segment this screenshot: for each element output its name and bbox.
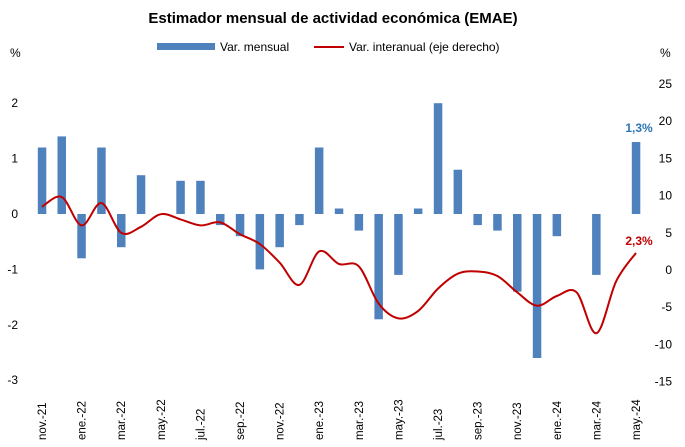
x-tick-label: sep.-23 (473, 402, 485, 440)
x-tick-label: mar.-22 (116, 401, 128, 440)
x-tick-label: ene.-24 (552, 400, 564, 440)
x-tick-label: may.-22 (156, 399, 168, 440)
right-tick-label: 10 (659, 189, 673, 203)
line-series (41, 195, 637, 335)
bar-nov.-22 (275, 214, 284, 248)
right-tick-label: 5 (665, 226, 672, 240)
left-tick-label: 2 (11, 96, 18, 110)
bar-ago.-22 (216, 214, 225, 226)
bar-may.-23 (394, 214, 403, 275)
bar-nov.-23 (513, 214, 522, 292)
bar-mar.-22 (117, 214, 126, 248)
right-tick-label: 25 (659, 77, 673, 91)
x-tick-label: nov.-21 (37, 402, 49, 440)
right-tick-label: 20 (659, 114, 673, 128)
bar-sep.-23 (473, 214, 482, 226)
bar-oct.-22 (255, 214, 265, 270)
x-tick-label: nov.-23 (512, 402, 524, 440)
x-tick-label: may.-24 (631, 399, 643, 440)
bar-sep.-22 (235, 214, 245, 237)
x-tick-label: jul.-22 (195, 409, 207, 441)
bar-mar.-24 (592, 214, 601, 275)
interannual-line (41, 195, 637, 335)
legend-label-bar: Var. mensual (220, 40, 289, 54)
right-tick-label: 0 (665, 263, 672, 277)
bar-feb.-23 (334, 208, 344, 214)
left-tick-label: 1 (11, 152, 18, 166)
bar-series (37, 103, 641, 358)
bar-mar.-23 (354, 214, 364, 231)
left-tick-label: -1 (7, 262, 18, 276)
bar-jul.-22 (196, 180, 205, 214)
bar-jul.-23 (433, 103, 443, 214)
legend-label-line: Var. interanual (eje derecho) (349, 40, 500, 54)
bar-abr.-23 (374, 214, 383, 320)
data-label: 2,3% (625, 234, 653, 248)
left-tick-label: -3 (7, 373, 18, 387)
left-tick-label: 0 (11, 207, 18, 221)
x-axis-ticks: nov.-21 ene.-22 mar.-22 may.-22 jul.-22 sep.-… (37, 399, 643, 441)
bar-ago.-23 (453, 169, 463, 214)
bar-jun.-23 (413, 208, 423, 214)
bar-ene.-22 (77, 214, 86, 259)
bar-may.-24 (631, 142, 641, 214)
bar-dic.-23 (532, 214, 542, 358)
left-axis-unit: % (10, 46, 21, 60)
data-labels: 1,3% 2,3% (625, 121, 653, 248)
x-tick-label: may.-23 (393, 399, 405, 440)
bar-feb.-22 (97, 147, 106, 214)
x-tick-label: nov.-22 (275, 402, 287, 440)
legend: Var. mensual Var. interanual (eje derech… (157, 40, 500, 54)
x-tick-label: ene.-23 (314, 401, 326, 440)
bar-nov.-21 (37, 147, 47, 214)
x-tick-label: mar.-24 (591, 400, 603, 440)
x-tick-label: sep.-22 (235, 402, 247, 440)
right-tick-label: 15 (659, 151, 673, 165)
bar-dic.-22 (295, 214, 304, 226)
right-tick-label: -15 (655, 375, 673, 389)
right-axis-unit: % (660, 46, 671, 60)
x-tick-label: jul.-23 (433, 409, 445, 441)
legend-swatch-bar (157, 43, 215, 50)
right-axis-ticks: 25 20 15 10 5 0 -5 -10 -15 (655, 77, 673, 389)
bar-abr.-22 (136, 175, 146, 214)
chart-title: Estimador mensual de actividad económica… (148, 10, 517, 27)
x-tick-label: mar.-23 (354, 401, 366, 440)
x-tick-label: ene.-22 (77, 401, 89, 440)
bar-ene.-24 (552, 214, 562, 237)
right-tick-label: -10 (655, 337, 673, 351)
data-label: 1,3% (625, 121, 653, 135)
bar-dic.-21 (57, 136, 66, 214)
left-tick-label: -2 (7, 318, 18, 332)
right-tick-label: -5 (661, 300, 672, 314)
bar-ene.-23 (314, 147, 324, 214)
left-axis-ticks: 2 1 0 -1 -2 -3 (7, 96, 18, 387)
bar-oct.-23 (493, 214, 502, 231)
bar-jun.-22 (176, 180, 185, 214)
